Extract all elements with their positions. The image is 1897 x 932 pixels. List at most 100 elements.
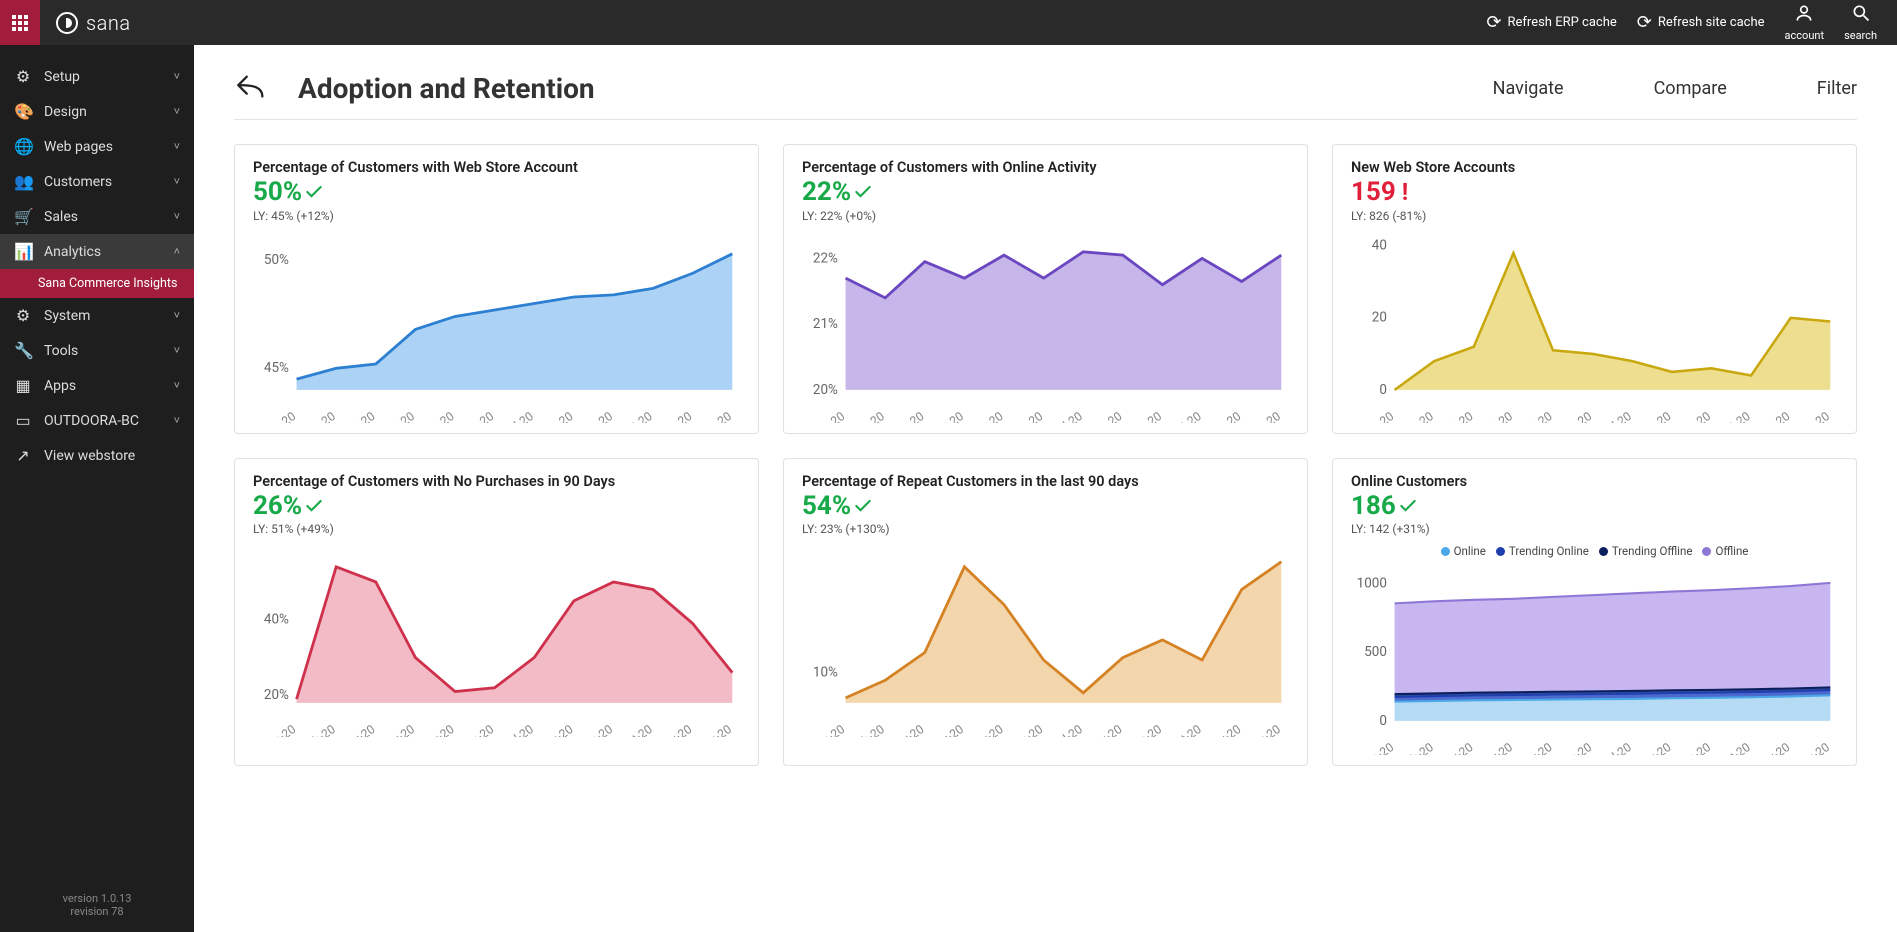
refresh-site-button[interactable]: ⟳ Refresh site cache <box>1637 12 1765 33</box>
svg-text:Aug-20: Aug-20 <box>1634 409 1674 423</box>
svg-text:Apr-20: Apr-20 <box>380 722 418 736</box>
back-button[interactable] <box>234 71 268 105</box>
sidebar-item-analytics[interactable]: 📊Analytics˄ <box>0 234 194 269</box>
account-button[interactable]: account <box>1785 3 1825 42</box>
svg-text:20%: 20% <box>813 382 838 397</box>
sidebar-item-label: System <box>44 308 90 324</box>
card-kpi: 26% <box>253 492 740 521</box>
tab-filter[interactable]: Filter <box>1817 78 1857 99</box>
sidebar-item-web-pages[interactable]: 🌐Web pages˅ <box>0 129 194 164</box>
refresh-erp-button[interactable]: ⟳ Refresh ERP cache <box>1486 12 1616 33</box>
chevron-down-icon: ˅ <box>174 379 180 392</box>
sidebar-item-view-webstore[interactable]: ↗View webstore <box>0 438 194 473</box>
card-kpi: 159! <box>1351 178 1838 207</box>
sidebar-subitem-sana-commerce-insights[interactable]: Sana Commerce Insights <box>0 269 194 298</box>
sidebar-item-system[interactable]: ⚙System˅ <box>0 298 194 333</box>
svg-text:Mar-20: Mar-20 <box>1436 740 1476 754</box>
sidebar-item-icon: 👥 <box>14 172 32 191</box>
svg-text:Apr-20: Apr-20 <box>1478 409 1516 423</box>
svg-text:21%: 21% <box>813 317 838 332</box>
metric-card[interactable]: Percentage of Customers with Web Store A… <box>234 144 759 434</box>
metric-card[interactable]: New Web Store Accounts159!LY: 826 (-81%)… <box>1332 144 1857 434</box>
svg-text:Feb-20: Feb-20 <box>1398 409 1436 423</box>
svg-text:Oct-20: Oct-20 <box>1167 409 1204 423</box>
card-kpi: 186 <box>1351 492 1838 521</box>
card-ly: LY: 51% (+49%) <box>253 522 740 536</box>
svg-text:Jul-20: Jul-20 <box>1050 409 1086 423</box>
svg-text:Jun-20: Jun-20 <box>1556 409 1595 423</box>
svg-text:Mar-20: Mar-20 <box>887 409 927 423</box>
svg-text:Nov-20: Nov-20 <box>1204 722 1244 736</box>
svg-text:Jun-20: Jun-20 <box>1007 409 1046 423</box>
refresh-icon: ⟳ <box>1486 12 1501 33</box>
svg-text:40: 40 <box>1372 238 1387 253</box>
metric-card[interactable]: Online Customers186LY: 142 (+31%)OnlineT… <box>1332 458 1857 766</box>
tab-compare[interactable]: Compare <box>1654 78 1727 99</box>
sidebar-footer: version 1.0.13 revision 78 <box>0 878 194 932</box>
kpi-value: 186 <box>1351 492 1396 521</box>
card-ly: LY: 45% (+12%) <box>253 209 740 223</box>
svg-text:May-20: May-20 <box>416 409 457 423</box>
sidebar-item-apps[interactable]: ▦Apps˅ <box>0 368 194 403</box>
svg-text:Mar-20: Mar-20 <box>1436 409 1476 423</box>
sidebar-item-customers[interactable]: 👥 Customers ˅ <box>0 164 194 199</box>
svg-text:May-20: May-20 <box>1514 409 1555 423</box>
svg-text:Jun-20: Jun-20 <box>1556 740 1595 754</box>
svg-text:Aug-20: Aug-20 <box>1634 740 1674 754</box>
svg-text:Dec-20: Dec-20 <box>1244 722 1283 736</box>
chevron-down-icon: ˅ <box>174 70 180 83</box>
metric-card[interactable]: Percentage of Repeat Customers in the la… <box>783 458 1308 766</box>
alert-icon: ! <box>1402 179 1409 205</box>
metric-card[interactable]: Percentage of Customers with Online Acti… <box>783 144 1308 434</box>
brand-icon <box>56 12 78 34</box>
topbar: sana ⟳ Refresh ERP cache ⟳ Refresh site … <box>0 0 1897 45</box>
sidebar-item-sales[interactable]: 🛒Sales˅ <box>0 199 194 234</box>
sidebar-item-setup[interactable]: ⚙Setup˅ <box>0 59 194 94</box>
svg-text:Oct-20: Oct-20 <box>618 722 655 736</box>
person-icon <box>1794 3 1814 28</box>
kpi-value: 26% <box>253 492 302 521</box>
sidebar-item-icon: 🔧 <box>14 341 32 360</box>
svg-text:Oct-20: Oct-20 <box>1716 409 1753 423</box>
kpi-value: 54% <box>802 492 851 521</box>
svg-text:Sep-20: Sep-20 <box>576 409 615 423</box>
svg-text:Sep-20: Sep-20 <box>1674 409 1713 423</box>
svg-text:10%: 10% <box>813 666 838 681</box>
search-button[interactable]: search <box>1844 3 1877 42</box>
svg-text:Jul-20: Jul-20 <box>501 722 537 736</box>
svg-text:0: 0 <box>1379 714 1387 729</box>
card-chart: 02040Jan-20Feb-20Mar-20Apr-20May-20Jun-2… <box>1351 231 1838 427</box>
check-icon <box>304 496 324 516</box>
sidebar-item-tools[interactable]: 🔧Tools˅ <box>0 333 194 368</box>
svg-text:Dec-20: Dec-20 <box>695 409 734 423</box>
apps-launcher-button[interactable] <box>0 0 40 45</box>
check-icon <box>853 496 873 516</box>
brand-name: sana <box>86 11 131 35</box>
metric-card[interactable]: Percentage of Customers with No Purchase… <box>234 458 759 766</box>
sidebar: ⚙Setup˅🎨Design˅🌐Web pages˅👥Customers˅🛒Sa… <box>0 45 194 932</box>
sidebar-item-outdoora-bc[interactable]: ▭OUTDOORA-BC˅ <box>0 403 194 438</box>
sidebar-item-design[interactable]: 🎨Design˅ <box>0 94 194 129</box>
card-title: Online Customers <box>1351 473 1838 490</box>
card-title: New Web Store Accounts <box>1351 159 1838 176</box>
svg-text:500: 500 <box>1364 645 1387 660</box>
svg-text:Aug-20: Aug-20 <box>536 722 576 736</box>
chevron-down-icon: ˅ <box>174 175 180 188</box>
svg-text:May-20: May-20 <box>965 409 1006 423</box>
search-icon <box>1851 3 1871 28</box>
svg-text:Jun-20: Jun-20 <box>1007 722 1046 736</box>
card-title: Percentage of Customers with No Purchase… <box>253 473 740 490</box>
kpi-value: 159 <box>1351 178 1396 207</box>
svg-text:Mar-20: Mar-20 <box>338 409 378 423</box>
svg-text:May-20: May-20 <box>1514 740 1555 754</box>
tab-navigate[interactable]: Navigate <box>1493 78 1564 99</box>
chevron-down-icon: ˅ <box>174 105 180 118</box>
card-chart: OnlineTrending OnlineTrending OfflineOff… <box>1351 544 1838 758</box>
search-label: search <box>1844 29 1877 42</box>
legend-item: Offline <box>1702 544 1748 558</box>
sidebar-item-icon: 📊 <box>14 242 32 261</box>
svg-text:Jul-20: Jul-20 <box>1050 722 1086 736</box>
chevron-down-icon: ˅ <box>174 210 180 223</box>
sidebar-item-label: Customers <box>44 174 112 190</box>
svg-text:Jan-20: Jan-20 <box>1358 409 1397 423</box>
